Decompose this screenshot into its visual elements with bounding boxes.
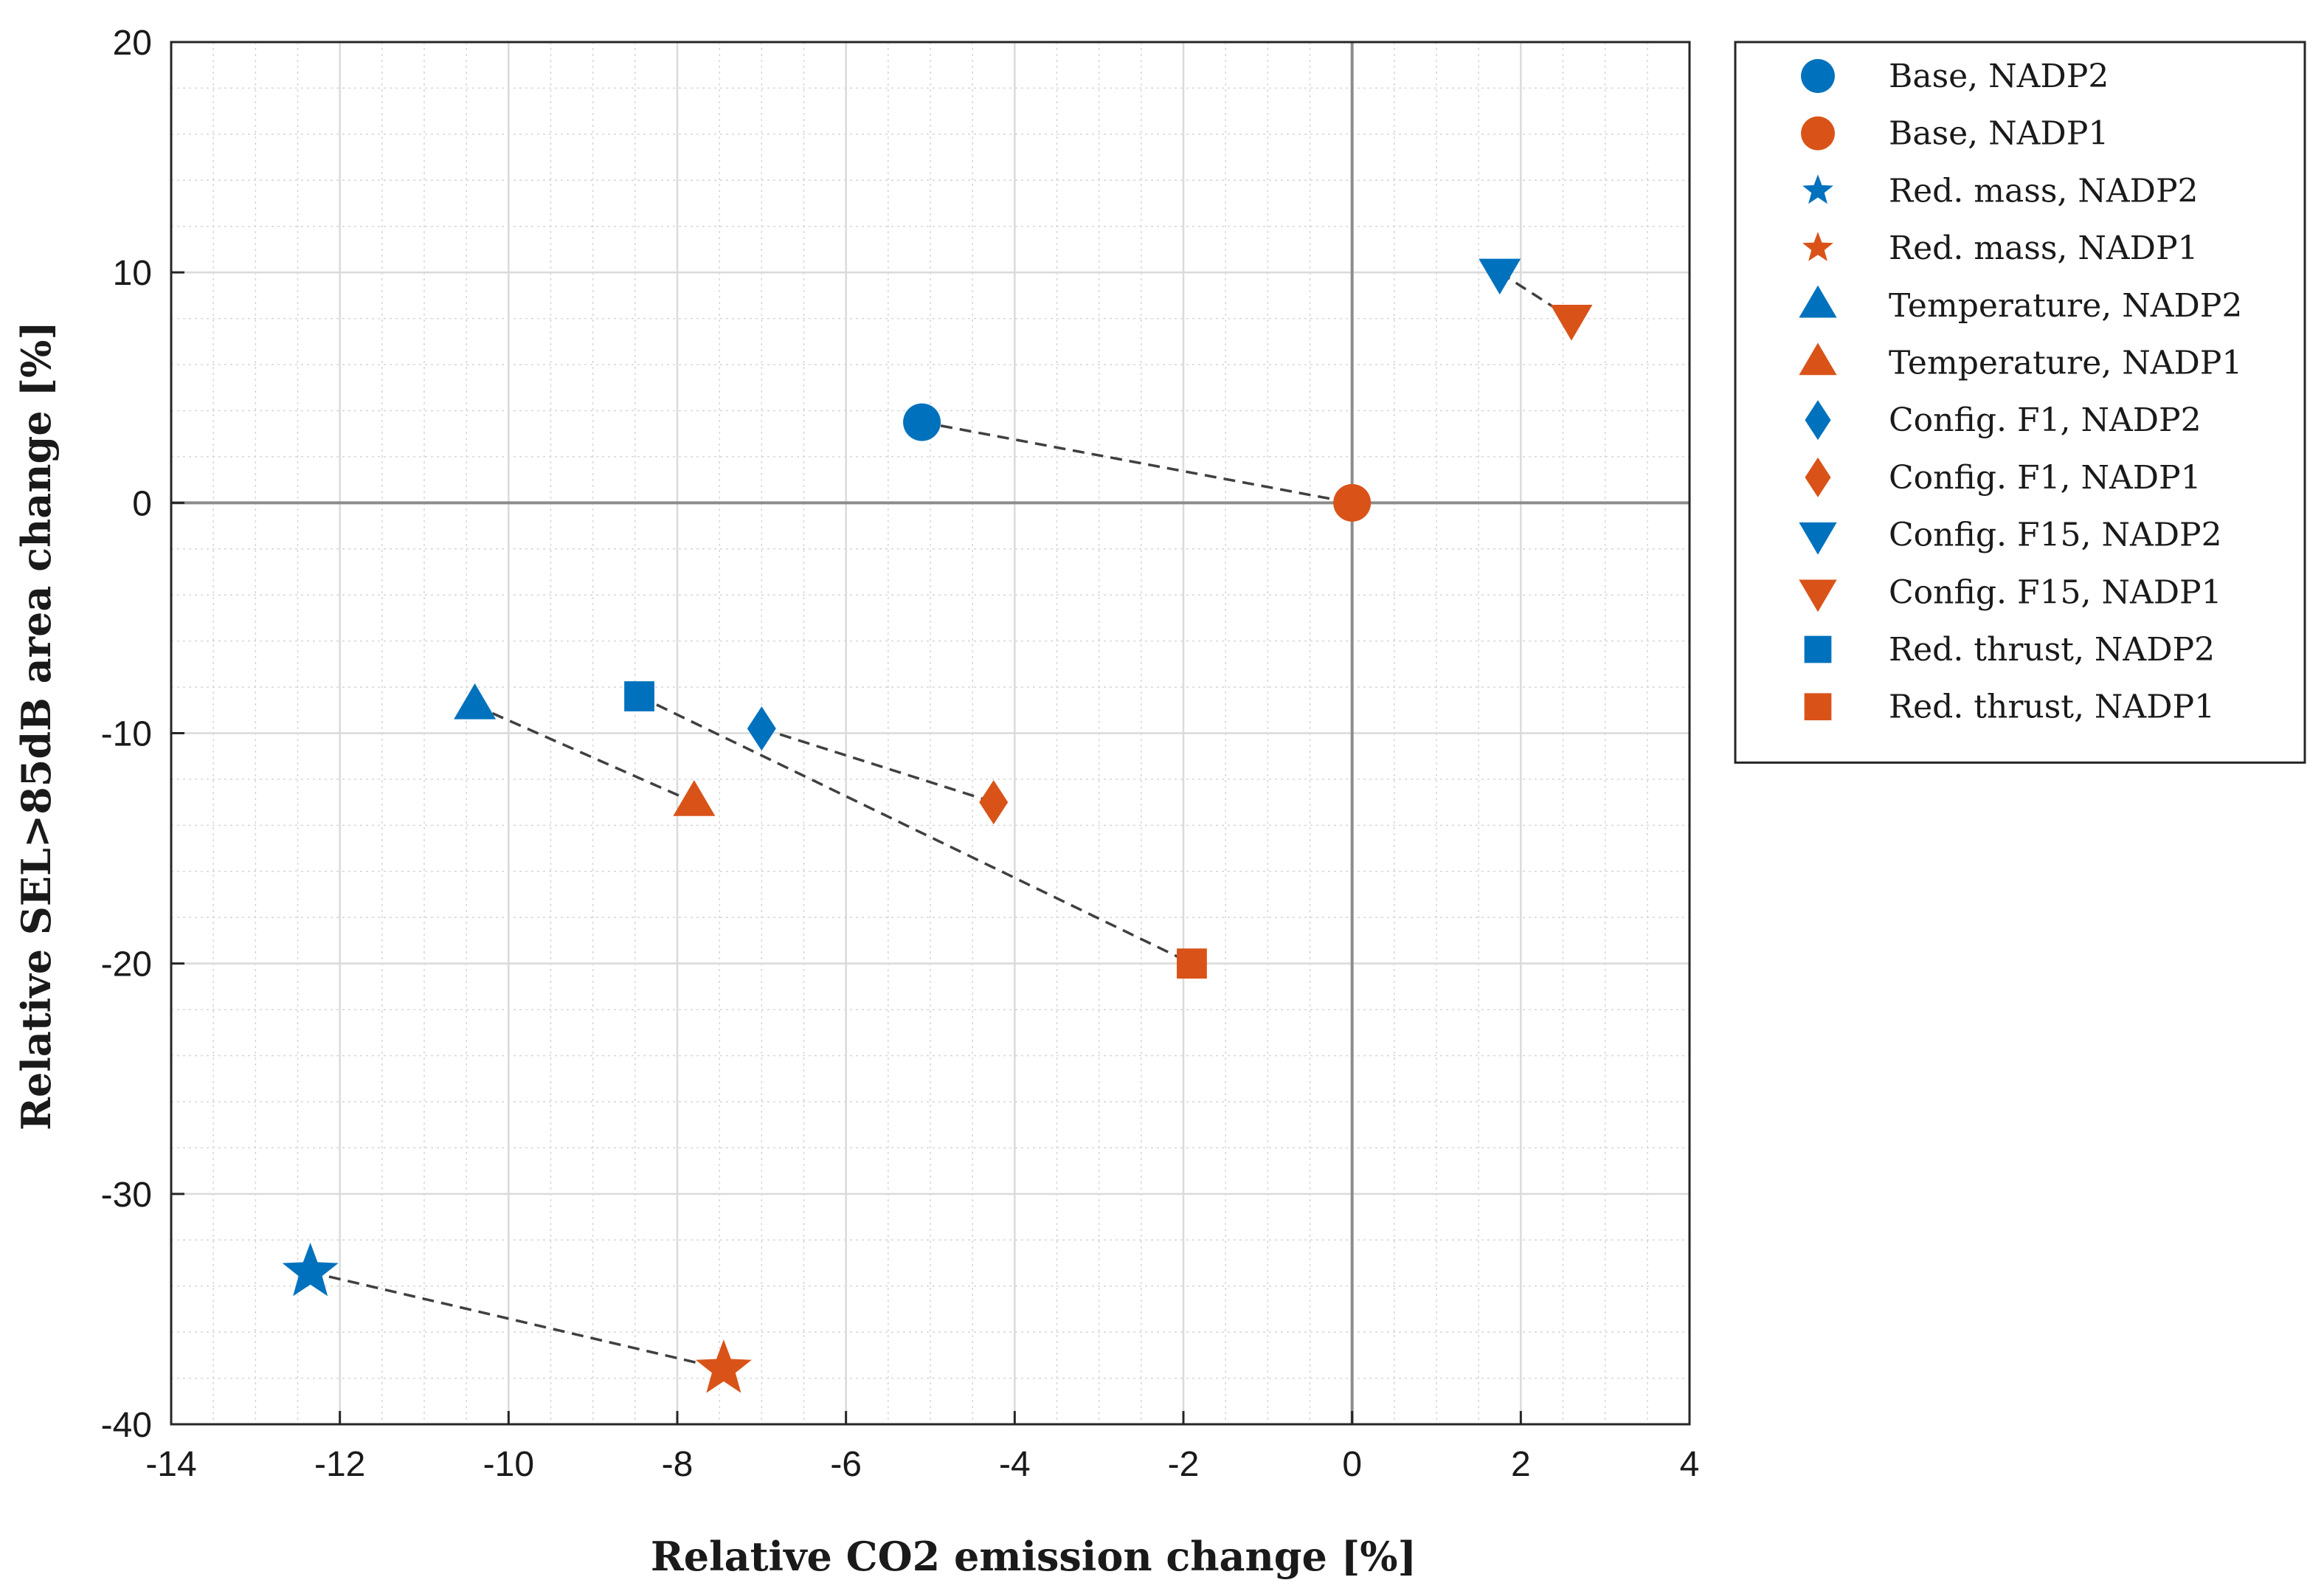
legend-entry: Temperature, NADP1 xyxy=(1799,342,2242,382)
x-tick-label: -8 xyxy=(662,1445,694,1484)
legend-marker xyxy=(1799,342,1837,376)
legend-label: Red. thrust, NADP1 xyxy=(1889,689,2215,726)
x-tick-label: -6 xyxy=(830,1445,862,1484)
y-tick-label: -30 xyxy=(101,1176,152,1215)
connection-lines xyxy=(310,271,1572,1370)
marker-base-nadp2 xyxy=(903,403,941,441)
legend-label: Config. F15, NADP2 xyxy=(1889,517,2222,554)
marker-red-thrust-nadp1 xyxy=(1177,948,1207,979)
x-tick-label: -2 xyxy=(1168,1445,1200,1484)
legend-label: Base, NADP1 xyxy=(1889,115,2109,153)
x-tick-label: -12 xyxy=(314,1445,365,1484)
legend-marker xyxy=(1799,579,1837,613)
connection-line xyxy=(474,704,695,804)
legend-marker xyxy=(1802,174,1833,204)
legend-entry: Base, NADP1 xyxy=(1801,115,2109,153)
x-axis-title: Relative CO2 emission change [%] xyxy=(651,1533,1417,1580)
legend-entry: Red. thrust, NADP2 xyxy=(1804,631,2215,669)
y-tick-label: 0 xyxy=(132,484,152,523)
legend-marker xyxy=(1805,400,1831,441)
legend-marker xyxy=(1801,59,1835,93)
y-tick-label: -10 xyxy=(101,715,152,754)
legend-label: Red. mass, NADP2 xyxy=(1889,172,2199,210)
marker-config-f15-nadp1 xyxy=(1550,305,1593,341)
y-tick-label: -20 xyxy=(101,945,152,984)
grid xyxy=(170,41,1691,1426)
legend-marker xyxy=(1802,232,1833,261)
connection-line xyxy=(638,694,1193,965)
legend: Base, NADP2 Base, NADP1 Red. mass, NADP2 Re… xyxy=(1734,41,2306,764)
legend-entry: Temperature, NADP2 xyxy=(1799,285,2242,325)
connection-line xyxy=(1498,271,1572,320)
marker-config-f1-nadp1 xyxy=(979,780,1009,825)
x-tick-label: 2 xyxy=(1511,1445,1531,1484)
x-tick-label: 4 xyxy=(1680,1445,1700,1484)
legend-marker xyxy=(1804,635,1832,663)
connection-line xyxy=(761,727,995,804)
legend-label: Red. thrust, NADP2 xyxy=(1889,631,2215,669)
legend-label: Config. F1, NADP2 xyxy=(1889,401,2202,439)
marker-red-thrust-nadp2 xyxy=(624,681,654,711)
legend-label: Red. mass, NADP1 xyxy=(1889,230,2199,267)
legend-entry: Config. F15, NADP1 xyxy=(1799,573,2222,613)
legend-entry: Red. mass, NADP1 xyxy=(1802,230,2199,267)
legend-marker xyxy=(1801,116,1835,151)
legend-marker xyxy=(1804,693,1832,721)
legend-entry: Red. mass, NADP2 xyxy=(1802,172,2199,210)
legend-marker xyxy=(1799,285,1837,318)
legend-marker xyxy=(1805,457,1831,497)
marker-config-f1-nadp2 xyxy=(747,706,776,751)
x-tick-label: -4 xyxy=(999,1445,1031,1484)
legend-marker xyxy=(1799,522,1837,555)
legend-entry: Base, NADP2 xyxy=(1801,58,2109,95)
connection-line xyxy=(921,421,1352,505)
y-axis-title: Relative SEL>85dB area change [%] xyxy=(13,321,60,1131)
legend-label: Temperature, NADP1 xyxy=(1889,345,2242,382)
zero-reference-lines xyxy=(171,42,1690,1424)
x-tick-label: 0 xyxy=(1342,1445,1362,1484)
x-tick-label: -10 xyxy=(483,1445,534,1484)
y-tick-label: 20 xyxy=(113,24,152,63)
legend-entry: Config. F1, NADP2 xyxy=(1805,400,2202,441)
y-tick-label: 10 xyxy=(113,254,152,293)
data-markers xyxy=(282,258,1593,1393)
connection-line xyxy=(310,1271,724,1370)
marker-config-f15-nadp2 xyxy=(1479,258,1521,295)
legend-label: Config. F15, NADP1 xyxy=(1889,573,2222,611)
legend-entry: Red. thrust, NADP1 xyxy=(1804,689,2215,726)
legend-label: Temperature, NADP2 xyxy=(1889,287,2242,325)
legend-entry: Config. F1, NADP1 xyxy=(1805,457,2202,497)
y-tick-label: -40 xyxy=(101,1406,152,1445)
legend-label: Config. F1, NADP1 xyxy=(1889,459,2202,497)
marker-temperature-nadp1 xyxy=(673,780,716,816)
marker-red-mass-nadp1 xyxy=(695,1339,752,1393)
marker-red-mass-nadp2 xyxy=(282,1242,339,1297)
legend-entry: Config. F15, NADP2 xyxy=(1799,517,2222,555)
marker-temperature-nadp2 xyxy=(454,683,497,720)
x-tick-label: -14 xyxy=(145,1445,196,1484)
marker-base-nadp1 xyxy=(1333,483,1372,522)
legend-label: Base, NADP2 xyxy=(1889,58,2109,95)
